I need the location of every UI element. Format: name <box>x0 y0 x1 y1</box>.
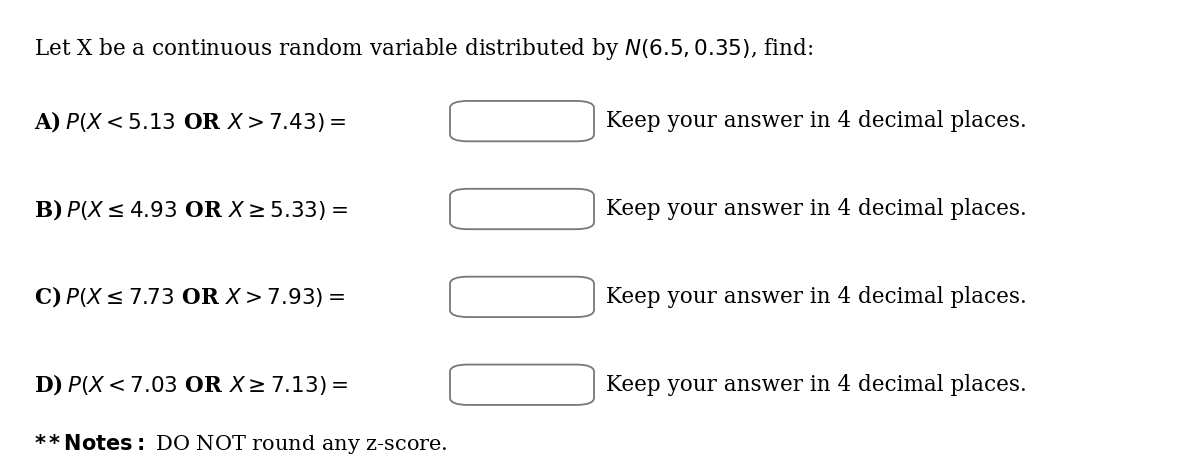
Text: Let X be a continuous random variable distributed by $N(6.5, 0.35)$, find:: Let X be a continuous random variable di… <box>34 36 812 62</box>
FancyBboxPatch shape <box>450 189 594 229</box>
Text: A) $P(X < 5.13$ OR $X > 7.43) =$: A) $P(X < 5.13$ OR $X > 7.43) =$ <box>34 109 346 133</box>
Text: Keep your answer in 4 decimal places.: Keep your answer in 4 decimal places. <box>606 110 1027 132</box>
FancyBboxPatch shape <box>450 101 594 142</box>
Text: Keep your answer in 4 decimal places.: Keep your answer in 4 decimal places. <box>606 286 1027 308</box>
Text: C) $P(X \leq 7.73$ OR $X > 7.93) =$: C) $P(X \leq 7.73$ OR $X > 7.93) =$ <box>34 285 344 309</box>
FancyBboxPatch shape <box>450 276 594 317</box>
Text: Keep your answer in 4 decimal places.: Keep your answer in 4 decimal places. <box>606 198 1027 220</box>
Text: Keep your answer in 4 decimal places.: Keep your answer in 4 decimal places. <box>606 374 1027 396</box>
FancyBboxPatch shape <box>450 365 594 405</box>
Text: D) $P(X < 7.03$ OR $X \geq 7.13) =$: D) $P(X < 7.03$ OR $X \geq 7.13) =$ <box>34 372 348 397</box>
Text: B) $P(X \leq 4.93$ OR $X \geq 5.33) =$: B) $P(X \leq 4.93$ OR $X \geq 5.33) =$ <box>34 197 348 221</box>
Text: $\bf{**}$$\it{\bf{Notes:}}$ DO NOT round any z-score.: $\bf{**}$$\it{\bf{Notes:}}$ DO NOT round… <box>34 432 448 456</box>
